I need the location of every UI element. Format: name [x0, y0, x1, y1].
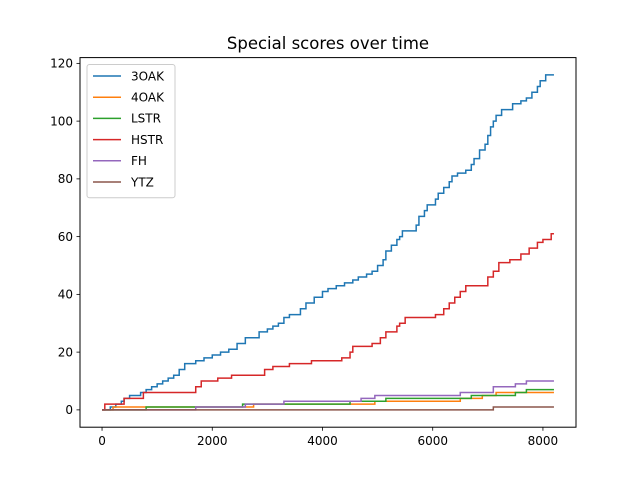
chart-title: Special scores over time [227, 34, 429, 53]
legend-label-lstr: LSTR [131, 112, 161, 126]
y-tick-label: 120 [50, 57, 73, 71]
legend-label-hstr: HSTR [131, 133, 163, 147]
x-tick-label: 4000 [307, 434, 338, 448]
x-tick-label: 2000 [197, 434, 228, 448]
y-tick-label: 60 [58, 230, 73, 244]
legend-label-3oak: 3OAK [131, 69, 165, 83]
x-tick-label: 8000 [528, 434, 559, 448]
legend-label-fh: FH [131, 154, 147, 168]
axis-layer: 0 2000 4000 6000 8000 0 20 40 60 80 100 120 [50, 57, 558, 449]
y-tick-label: 20 [58, 345, 73, 359]
y-tick-label: 100 [50, 114, 73, 128]
y-tick-label: 0 [65, 403, 73, 417]
series-line-hstr [102, 232, 554, 411]
series-line-lstr [102, 388, 554, 411]
y-tick-label: 80 [58, 172, 73, 186]
x-tick-label: 6000 [417, 434, 448, 448]
plot-area-frame [79, 57, 577, 428]
series-layer [102, 74, 554, 411]
legend-label-4oak: 4OAK [131, 91, 165, 105]
series-line-ytz [102, 406, 554, 411]
chart-legend: 3OAK 4OAK LSTR HSTR FH YTZ [86, 64, 176, 199]
x-tick-label: 0 [98, 434, 106, 448]
y-tick-label: 40 [58, 288, 73, 302]
series-line-fh [102, 380, 554, 411]
legend-label-ytz: YTZ [130, 175, 154, 189]
series-line-3oak [102, 74, 554, 411]
